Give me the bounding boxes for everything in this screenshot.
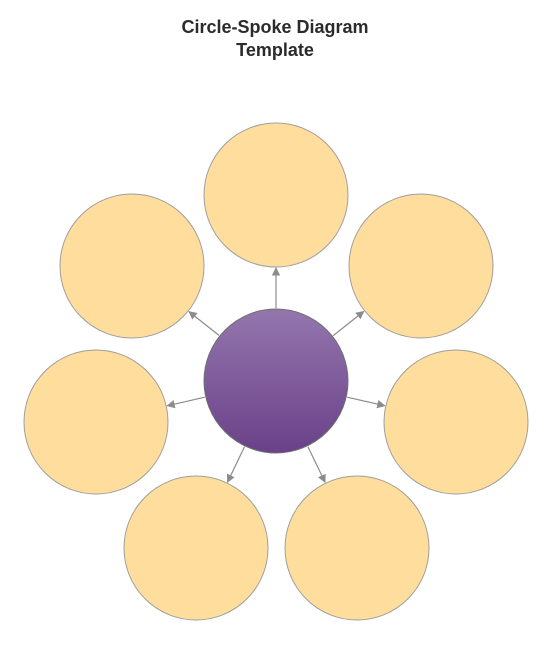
connector-arrow-5 bbox=[226, 446, 246, 483]
title-line-2: Template bbox=[236, 40, 314, 60]
spoke-circle-top-right bbox=[348, 193, 494, 339]
spoke-circle-top bbox=[203, 122, 349, 268]
connector-arrow-7 bbox=[188, 311, 220, 336]
spoke-circle-right bbox=[383, 349, 529, 495]
spoke-circle-bottom-right bbox=[284, 475, 430, 621]
center-circle bbox=[203, 308, 349, 454]
connector-arrow-4 bbox=[307, 446, 326, 484]
spoke-circle-left bbox=[23, 349, 169, 495]
connector-arrow-6 bbox=[166, 396, 205, 409]
connector-arrow-3 bbox=[347, 396, 386, 409]
spoke-circle-top-left bbox=[59, 193, 205, 339]
page-title: Circle-Spoke Diagram Template bbox=[0, 16, 550, 62]
title-line-1: Circle-Spoke Diagram bbox=[181, 17, 369, 37]
spoke-circle-bottom-left bbox=[123, 475, 269, 621]
connector-arrow-2 bbox=[332, 310, 365, 337]
